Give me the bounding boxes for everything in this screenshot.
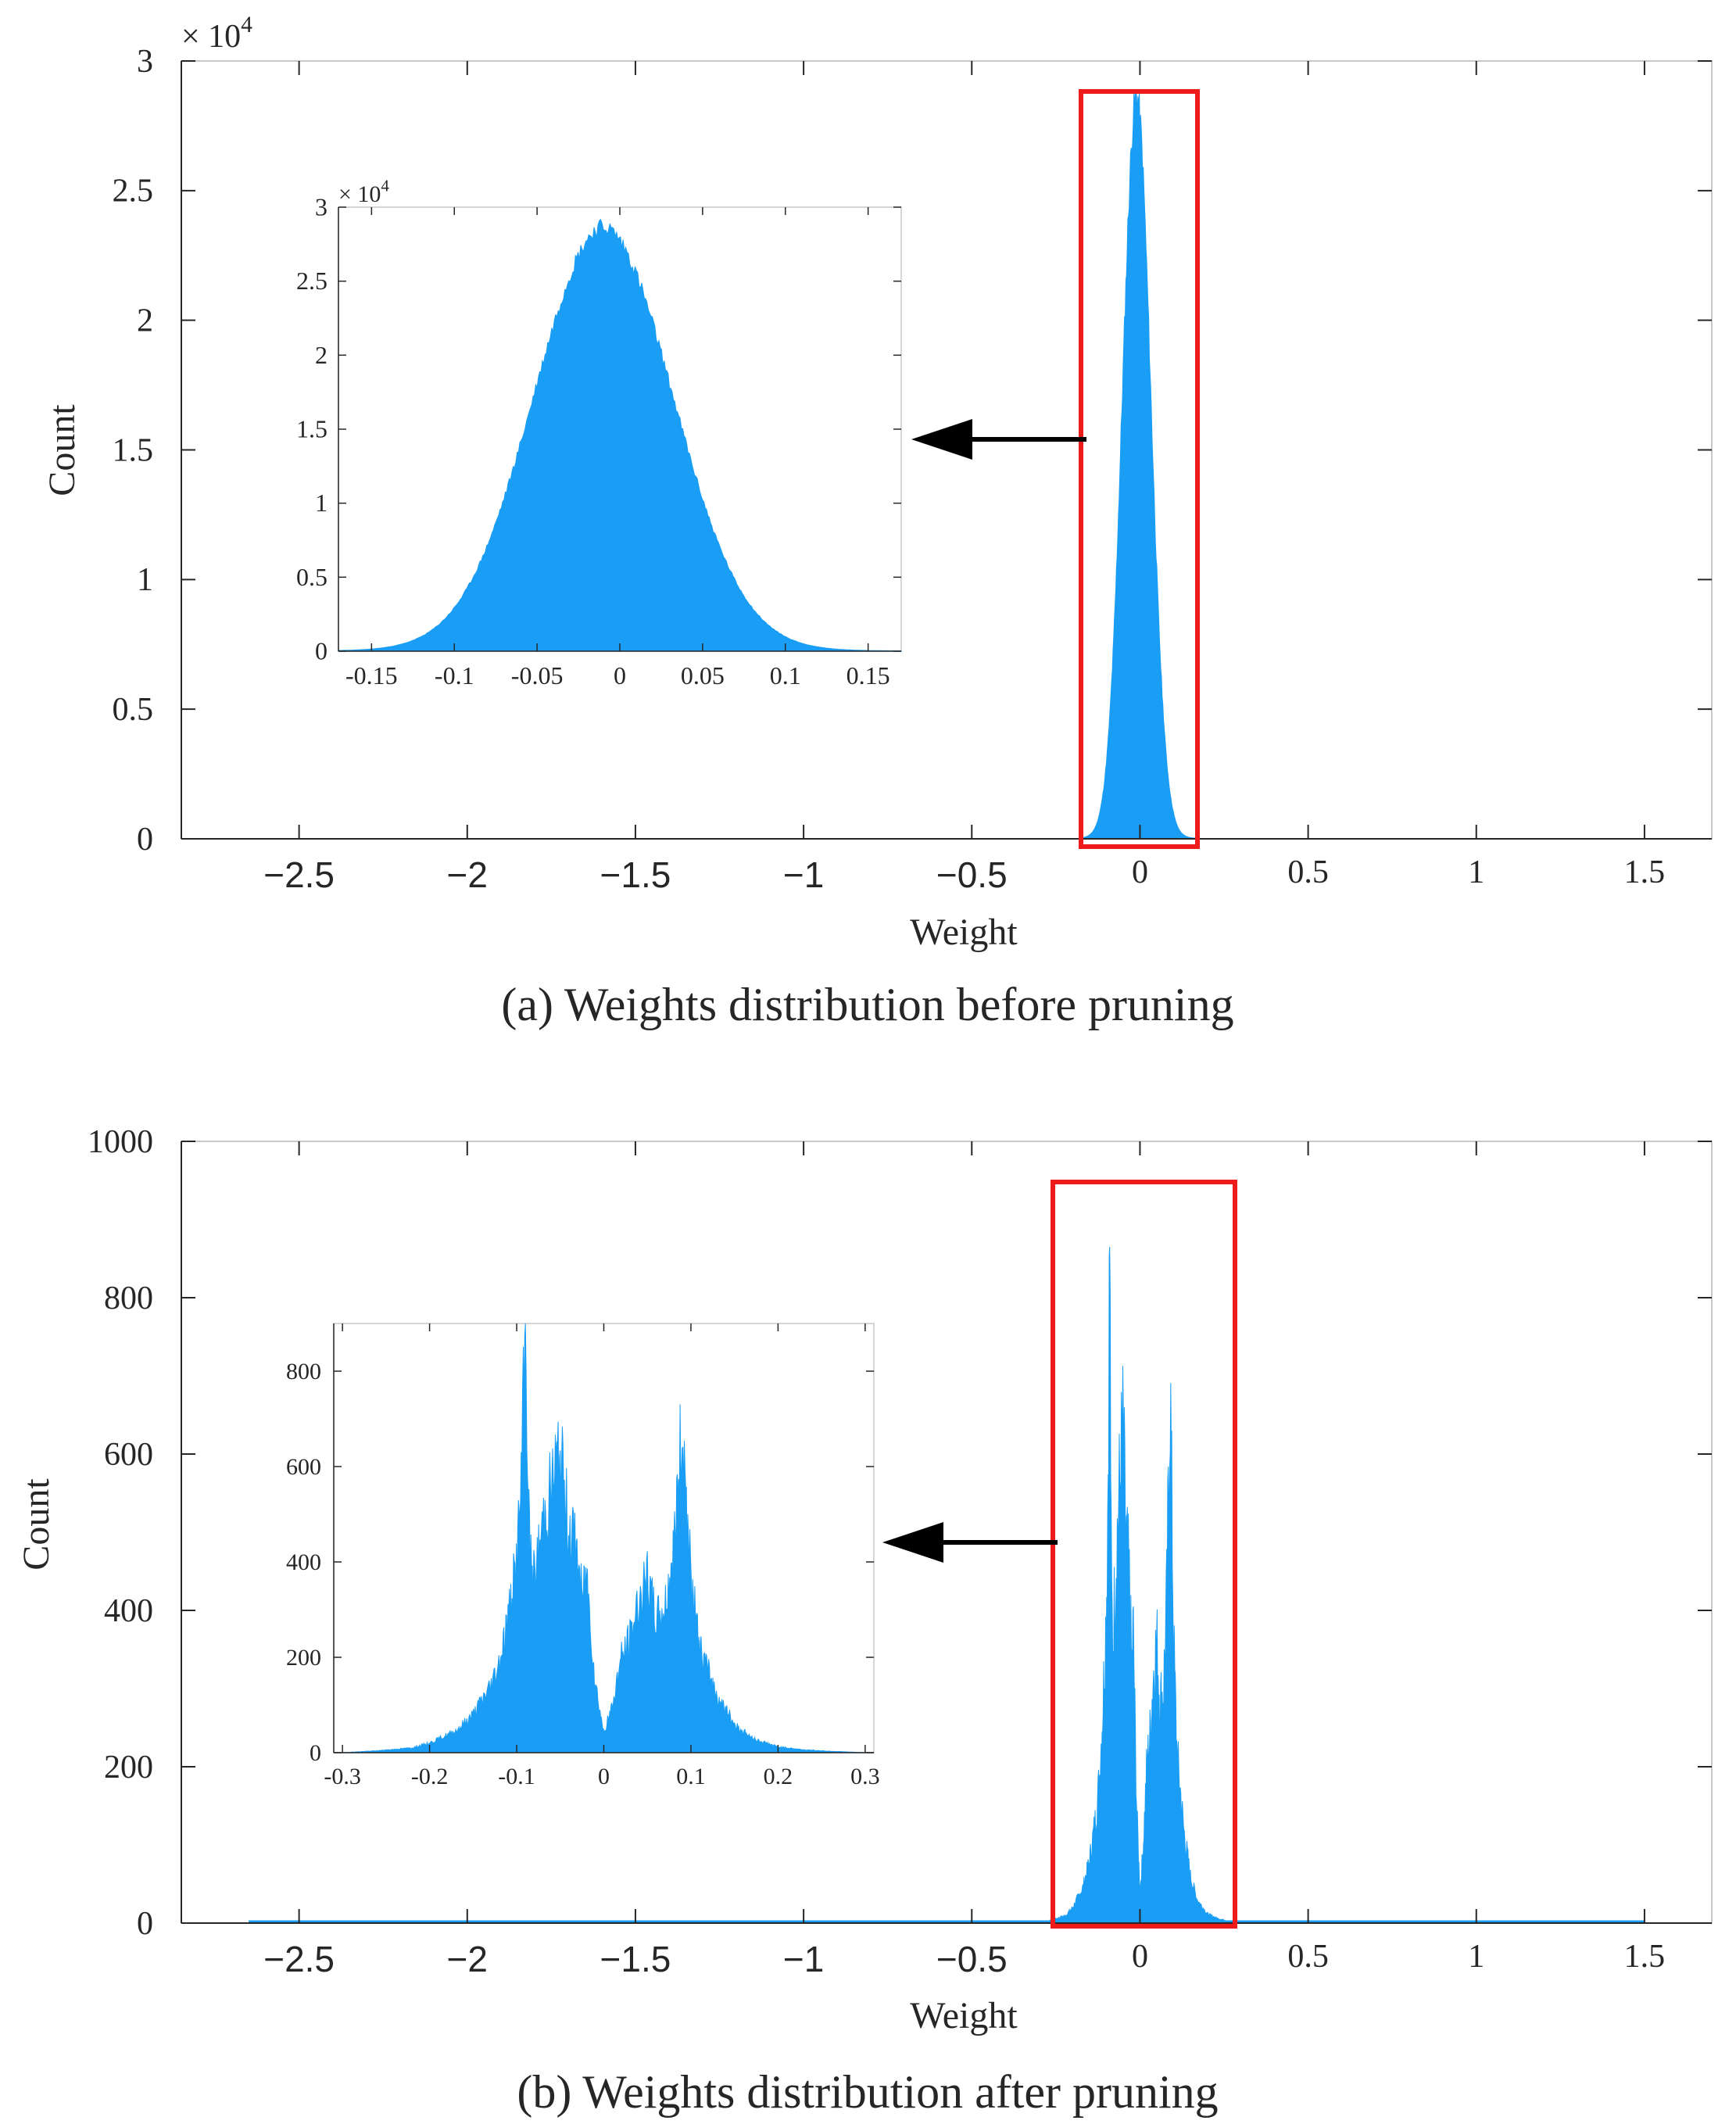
b-inset-x-tick-label: 0.2 <box>764 1764 793 1789</box>
a-x-tick-label: 0.5 <box>1287 854 1329 890</box>
a-inset-y-tick-label: 1.5 <box>296 415 328 443</box>
a-x-tick-label: −2.5 <box>263 854 335 895</box>
b-main-histogram <box>1039 1246 1241 1924</box>
a-inset-y-tick-label: 0.5 <box>296 563 328 591</box>
a-x-tick-label: −1 <box>783 854 824 895</box>
a-main-histogram <box>1082 89 1198 840</box>
b-y-tick-label: 600 <box>104 1437 153 1473</box>
b-x-tick-label: −0.5 <box>936 1939 1008 1979</box>
a-inset-x-tick-label: -0.05 <box>511 661 564 689</box>
a-x-tick-label: −0.5 <box>936 854 1008 895</box>
a-inset-x-tick-label: 0.1 <box>770 661 801 689</box>
b-x-tick-label: 0.5 <box>1287 1939 1329 1975</box>
a-inset-y-exponent-base: × 10 <box>338 181 381 207</box>
b-inset-x-tick-label: 0.1 <box>676 1764 706 1789</box>
b-inset-plot-frame <box>333 1323 875 1753</box>
a-inset-x-tick-label: -0.1 <box>435 661 474 689</box>
a-x-tick-label: −1.5 <box>600 854 671 895</box>
b-x-tick-label: −2 <box>447 1939 488 1979</box>
a-inset-x-tick-label: -0.15 <box>345 661 398 689</box>
b-highlight-box <box>1051 1180 1237 1929</box>
a-x-axis-label: Weight <box>910 912 1018 953</box>
b-y-tick-label: 1000 <box>88 1124 153 1160</box>
a-y-tick-label: 2.5 <box>113 174 154 210</box>
b-inset-x-tick-label: -0.1 <box>498 1764 535 1789</box>
b-y-tick-label: 400 <box>104 1593 153 1629</box>
a-x-tick-label: 1 <box>1468 854 1484 890</box>
b-y-tick-label: 0 <box>137 1906 153 1942</box>
b-inset-chart: -0.3 -0.2 -0.1 0 0.1 0.2 0.3 0 200 400 600 800 <box>286 1323 880 1789</box>
b-x-tick-label: −1.5 <box>600 1939 671 1979</box>
a-y-exponent-power: 4 <box>241 13 252 38</box>
a-inset-y-tick-label: 3 <box>315 193 328 221</box>
b-inset-y-tick-label: 800 <box>286 1359 321 1384</box>
b-x-tick-label: 1.5 <box>1624 1939 1666 1975</box>
a-inset-y-tick-label: 2.5 <box>296 267 328 295</box>
a-pointer-arrow-head <box>911 419 972 460</box>
a-inset-histogram <box>338 218 902 652</box>
b-inset-x-tick-label: -0.2 <box>411 1764 449 1789</box>
a-inset-y-tick-label: 1 <box>315 489 328 517</box>
b-x-axis-label: Weight <box>910 1995 1018 2036</box>
b-x-tick-label: 0 <box>1132 1939 1148 1975</box>
b-inset-x-tick-label: -0.3 <box>324 1764 361 1789</box>
b-inset-y-tick-label: 200 <box>286 1645 321 1671</box>
b-y-tick-label: 800 <box>104 1280 153 1316</box>
a-y-tick-label: 0.5 <box>113 692 154 728</box>
a-inset-y-exponent: × 104 <box>338 177 389 208</box>
b-inset-x-tick-label: 0.3 <box>850 1764 880 1789</box>
a-inset-x-tick-label: 0 <box>614 661 626 689</box>
a-x-tick-label: 0 <box>1132 854 1148 890</box>
a-caption: (a) Weights distribution before pruning <box>501 979 1233 1030</box>
a-y-tick-label: 0 <box>137 822 153 858</box>
panel-b: −2.5 −2 −1.5 −1 −0.5 0 0.5 1 1.5 0 200 400 600 800 100… <box>16 1124 1713 2118</box>
b-x-tick-label: 1 <box>1468 1939 1484 1975</box>
a-inset-y-tick-label: 2 <box>315 341 328 369</box>
a-inset-x-tick-label: 0.05 <box>681 661 725 689</box>
a-inset-chart: -0.15 -0.1 -0.05 0 0.05 0.1 0.15 0 0.5 1 1.5 2 2.5 3 ×… <box>296 177 902 689</box>
a-highlight-box <box>1079 89 1200 849</box>
a-x-tick-label: 1.5 <box>1624 854 1666 890</box>
a-inset-x-tick-label: 0.15 <box>847 661 890 689</box>
a-inset-y-tick-label: 0 <box>315 637 328 665</box>
a-y-tick-label: 1.5 <box>113 432 154 468</box>
b-inset-y-tick-label: 0 <box>310 1740 321 1766</box>
panel-a: −2.5 −2 −1.5 −1 −0.5 0 0.5 1 1.5 0 0.5 1 1.5 2 2.5 3 × 1… <box>41 13 1713 1030</box>
b-inset-y-tick-label: 400 <box>286 1549 321 1575</box>
b-pointer-arrow-head <box>882 1522 943 1563</box>
a-y-axis-label: Count <box>41 404 83 496</box>
b-inset-y-tick-label: 600 <box>286 1454 321 1480</box>
b-y-tick-label: 200 <box>104 1750 153 1786</box>
b-inset-x-tick-label: 0 <box>598 1764 610 1789</box>
a-x-tick-label: −2 <box>447 854 488 895</box>
b-y-axis-label: Count <box>16 1478 57 1571</box>
b-caption: (b) Weights distribution after pruning <box>517 2066 1218 2118</box>
b-x-tick-label: −2.5 <box>263 1939 335 1979</box>
b-x-tick-label: −1 <box>783 1939 824 1979</box>
a-y-tick-label: 2 <box>137 303 153 339</box>
a-y-exponent: × 104 <box>181 13 252 55</box>
a-y-tick-label: 1 <box>137 562 153 598</box>
a-y-tick-label: 3 <box>137 44 153 80</box>
a-y-exponent-base: × 10 <box>181 19 241 55</box>
a-inset-y-exponent-power: 4 <box>381 177 389 195</box>
b-inset-histogram <box>334 1323 874 1753</box>
